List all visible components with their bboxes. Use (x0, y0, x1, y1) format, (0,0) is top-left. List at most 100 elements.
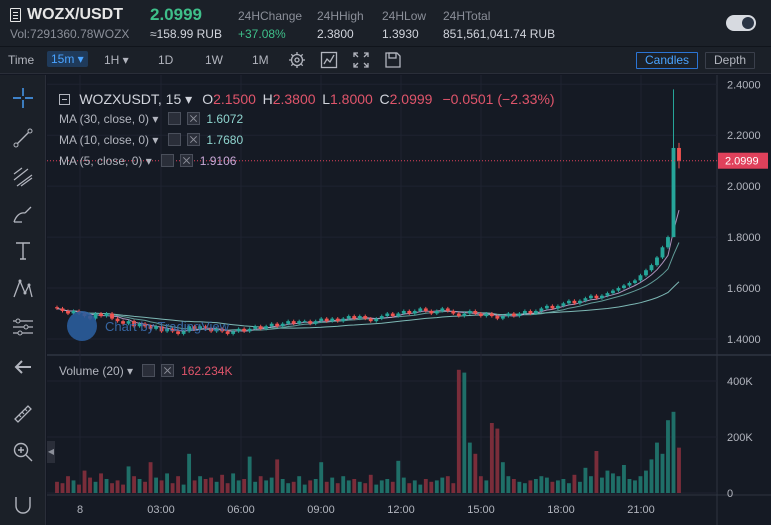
crosshair-icon[interactable] (11, 86, 35, 110)
legend-open: 2.1500 (213, 91, 256, 107)
volume-bar (577, 481, 582, 493)
volume-bar (467, 442, 472, 493)
price-rub: ≈158.99 RUB (150, 27, 222, 41)
interval-1w[interactable]: 1W (205, 53, 223, 67)
volume-bar (132, 476, 136, 493)
candle-body (346, 316, 351, 319)
ma30-label[interactable]: MA (30, close, 0) (59, 112, 150, 126)
candle-body (115, 318, 120, 322)
candle-body (605, 293, 610, 296)
ma5-label[interactable]: MA (5, close, 0) (59, 154, 143, 168)
ma30-settings-icon[interactable] (167, 112, 181, 125)
candle-body (561, 303, 566, 306)
save-icon[interactable] (384, 51, 402, 69)
chart-area[interactable]: 2.4000 2.2000 2.0000 1.8000 1.6000 1.4000 400K… (47, 75, 771, 525)
ma10-close-icon[interactable] (186, 133, 200, 146)
volume-bar (77, 484, 81, 493)
candle-body (192, 326, 197, 329)
volume-bar (517, 481, 522, 493)
ma10-label[interactable]: MA (10, close, 0) (59, 133, 150, 147)
candle-body (335, 318, 340, 322)
collapse-icon[interactable] (59, 94, 70, 105)
candle-body (143, 323, 147, 327)
volume-bar (93, 481, 98, 493)
volume-bar (396, 460, 401, 493)
volume-bar (291, 481, 296, 493)
volume-bar (115, 480, 120, 493)
volume-bar (198, 476, 203, 493)
ma5-close-icon[interactable] (180, 154, 194, 167)
candle-body (231, 331, 236, 334)
volume-bar (440, 477, 445, 493)
scroll-left-button[interactable]: ◀ (47, 441, 55, 463)
candle-body (104, 313, 109, 317)
last-price-badge (718, 152, 768, 169)
candle-body (352, 316, 357, 319)
volume-bar (555, 480, 560, 493)
volume-settings-icon[interactable] (142, 364, 156, 377)
ma30-value: 1.6072 (206, 112, 244, 126)
volume-bar (187, 453, 192, 493)
depth-button[interactable]: Depth (705, 52, 756, 69)
ma5-settings-icon[interactable] (161, 154, 175, 167)
candle-body (528, 310, 533, 314)
volume-bar (280, 479, 285, 493)
volume-bar (71, 480, 76, 493)
volume-bar (214, 481, 219, 493)
change-value: +37.08% (238, 27, 286, 41)
candle-body (577, 300, 582, 304)
volume-bar (236, 480, 241, 493)
tradingview-watermark[interactable]: Chart by TradingView (67, 311, 229, 341)
chart-axes: 2.4000 2.2000 2.0000 1.8000 1.6000 1.4000 400K… (47, 79, 768, 516)
back-arrow-icon[interactable] (11, 355, 35, 379)
zoom-in-icon[interactable] (11, 440, 35, 464)
candle-body (308, 321, 313, 324)
candle-body (154, 326, 159, 329)
candle-body (170, 328, 175, 332)
candles-button[interactable]: Candles (636, 52, 699, 69)
candle-body (99, 313, 103, 317)
volume-bar (143, 481, 147, 493)
volume-bar (407, 483, 412, 493)
prediction-icon[interactable] (11, 315, 35, 339)
cloud-logo-icon (67, 311, 97, 341)
indicators-icon[interactable] (320, 51, 338, 69)
fib-icon[interactable] (11, 165, 35, 189)
interval-15m[interactable]: 15m ▾ (47, 51, 88, 67)
legend-symbol[interactable]: WOZXUSDT, 15 (79, 91, 182, 107)
volume-label[interactable]: Volume (20) (59, 364, 124, 378)
volume-bar (203, 479, 208, 493)
candle-body (176, 331, 181, 334)
theme-toggle[interactable] (726, 15, 756, 31)
volume-bar (88, 477, 92, 493)
magnet-icon[interactable] (11, 494, 35, 518)
interval-1h[interactable]: 1H ▾ (104, 53, 129, 67)
interval-1h-label: 1H (104, 53, 120, 67)
time-tick-label: 21:00 (627, 504, 655, 516)
volume-bar (589, 476, 593, 493)
gear-icon[interactable] (288, 51, 306, 69)
volume-bar (600, 477, 604, 493)
brush-icon[interactable] (11, 203, 35, 227)
pattern-icon[interactable] (11, 277, 35, 301)
volume-bar (319, 462, 324, 493)
volume-bar (660, 453, 665, 493)
candle-body (209, 328, 214, 332)
candle-body (462, 313, 467, 317)
ma10-settings-icon[interactable] (167, 133, 181, 146)
trendline-icon[interactable] (11, 126, 35, 150)
candle-body (418, 308, 423, 311)
text-icon[interactable] (11, 239, 35, 263)
volume-bar (473, 453, 478, 493)
volume-bar (622, 465, 626, 493)
candle-body (666, 237, 670, 248)
interval-1m[interactable]: 1M (252, 53, 269, 67)
chart-canvas[interactable]: 2.4000 2.2000 2.0000 1.8000 1.6000 1.4000 400K… (47, 75, 771, 525)
fullscreen-icon[interactable] (352, 51, 370, 69)
volume-bar (269, 477, 274, 493)
time-tick-label: 8 (77, 504, 83, 516)
volume-close-icon[interactable] (161, 364, 175, 377)
ruler-icon[interactable] (11, 402, 35, 426)
interval-1d[interactable]: 1D (158, 53, 174, 67)
ma30-close-icon[interactable] (186, 112, 200, 125)
